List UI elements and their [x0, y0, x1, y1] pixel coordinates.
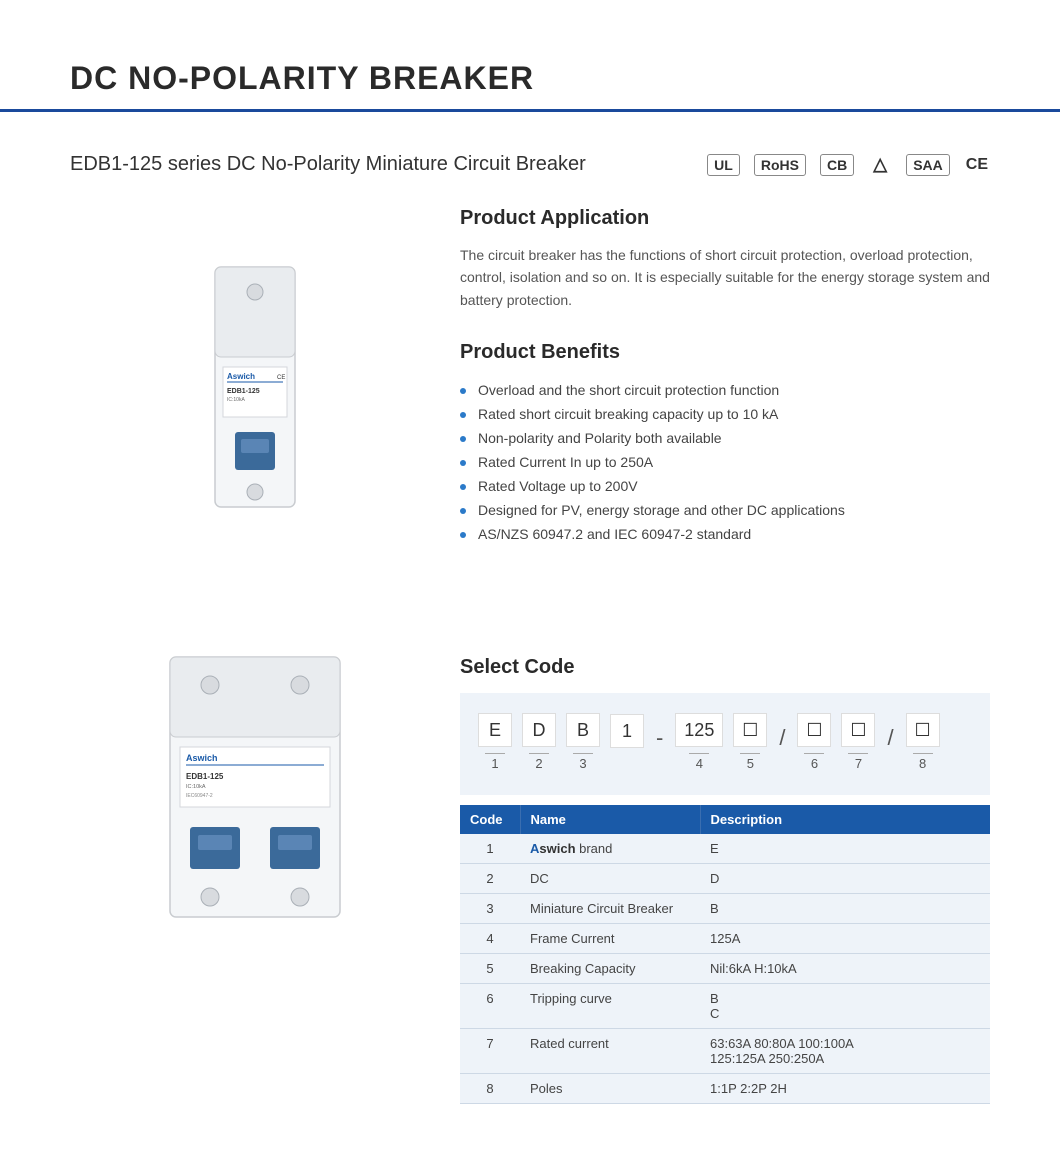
table-header: Name — [520, 805, 700, 834]
benefit-item: Non-polarity and Polarity both available — [460, 426, 990, 450]
cert-badge: RoHS — [754, 154, 806, 176]
select-code-heading: Select Code — [460, 656, 990, 679]
svg-text:IC:10kA: IC:10kA — [227, 397, 245, 403]
benefit-item: Overload and the short circuit protectio… — [460, 378, 990, 402]
cert-badge: CB — [820, 154, 854, 176]
table-row: 7Rated current63:63A 80:80A 100:100A 125… — [460, 1029, 990, 1074]
product-image-2p: Aswich EDB1-125 IC:10kA IEC60947-2 — [150, 647, 360, 927]
benefit-item: Rated Voltage up to 200V — [460, 474, 990, 498]
code-chip: 1 — [610, 714, 644, 771]
application-text: The circuit breaker has the functions of… — [460, 244, 990, 311]
svg-text:CE: CE — [277, 375, 285, 381]
table-row: 6Tripping curveB C — [460, 984, 990, 1029]
table-row: 4Frame Current125A — [460, 924, 990, 954]
table-row: 8Poles1:1P 2:2P 2H — [460, 1074, 990, 1104]
svg-text:Aswich: Aswich — [186, 753, 218, 763]
application-heading: Product Application — [460, 207, 990, 230]
benefit-item: AS/NZS 60947.2 and IEC 60947-2 standard — [460, 522, 990, 546]
code-separator: - — [654, 725, 665, 771]
table-row: 3Miniature Circuit BreakerB — [460, 894, 990, 924]
benefits-list: Overload and the short circuit protectio… — [460, 378, 990, 546]
benefit-item: Designed for PV, energy storage and othe… — [460, 498, 990, 522]
svg-text:EDB1-125: EDB1-125 — [227, 388, 260, 395]
code-chip: 1254 — [675, 713, 723, 771]
svg-text:IC:10kA: IC:10kA — [186, 784, 206, 790]
code-chip: ☐5 — [733, 713, 767, 771]
code-chip: E1 — [478, 713, 512, 771]
table-header: Description — [700, 805, 990, 834]
cert-badge: SAA — [906, 154, 950, 176]
table-row: 5Breaking CapacityNil:6kA H:10kA — [460, 954, 990, 984]
code-separator: / — [777, 725, 787, 771]
product-image-1p: Aswich EDB1-125 IC:10kA CE — [185, 257, 325, 517]
cert-badge: △ — [868, 152, 892, 177]
select-code-chips: E1D2B31 -1254☐5/☐6☐7/☐8 — [460, 693, 990, 795]
title-divider — [0, 109, 1060, 112]
select-code-table: CodeNameDescription 1Aswich brandE2DCD3M… — [460, 805, 990, 1104]
code-chip: D2 — [522, 713, 556, 771]
benefit-item: Rated short circuit breaking capacity up… — [460, 402, 990, 426]
code-chip: B3 — [566, 713, 600, 771]
cert-badge: CE — [964, 154, 990, 176]
svg-text:Aswich: Aswich — [227, 372, 255, 381]
svg-text:IEC60947-2: IEC60947-2 — [186, 793, 213, 799]
code-chip: ☐8 — [906, 713, 940, 771]
table-row: 1Aswich brandE — [460, 834, 990, 864]
subtitle: EDB1-125 series DC No-Polarity Miniature… — [70, 153, 586, 176]
table-header: Code — [460, 805, 520, 834]
page-title: DC NO-POLARITY BREAKER — [70, 60, 990, 97]
cert-badge: UL — [707, 154, 740, 176]
table-row: 2DCD — [460, 864, 990, 894]
benefit-item: Rated Current In up to 250A — [460, 450, 990, 474]
code-chip: ☐7 — [841, 713, 875, 771]
certification-badges: UL RoHS CB △ SAA CE — [707, 152, 990, 177]
code-separator: / — [885, 725, 895, 771]
svg-text:EDB1-125: EDB1-125 — [186, 772, 224, 781]
benefits-heading: Product Benefits — [460, 341, 990, 364]
code-chip: ☐6 — [797, 713, 831, 771]
